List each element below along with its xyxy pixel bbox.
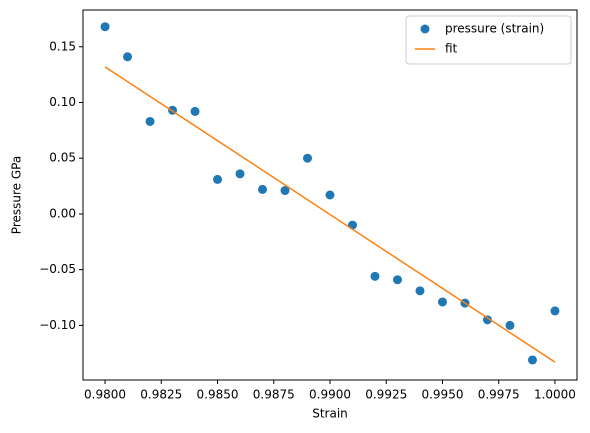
x-tick-label: 1.0000: [534, 388, 576, 402]
scatter-point: [100, 22, 110, 32]
scatter-point: [258, 184, 268, 194]
scatter-point: [370, 271, 380, 281]
scatter-point: [347, 220, 357, 230]
y-axis-label: Pressure GPa: [10, 156, 24, 234]
scatter-point: [437, 297, 447, 307]
x-tick-label: 0.9875: [253, 388, 295, 402]
scatter-point: [505, 320, 515, 330]
legend-box: [405, 15, 572, 65]
legend-marker: [420, 24, 430, 34]
scatter-point: [550, 306, 560, 316]
x-tick-label: 0.9900: [309, 388, 351, 402]
y-tick-label: 0.00: [49, 206, 76, 220]
y-tick-label: 0.15: [49, 39, 76, 53]
x-tick-label: 0.9800: [84, 388, 126, 402]
scatter-point: [527, 355, 537, 365]
x-tick-label: 0.9850: [197, 388, 239, 402]
scatter-point: [482, 315, 492, 325]
scatter-point: [303, 153, 313, 163]
y-tick-label: 0.10: [49, 95, 76, 109]
scatter-point: [145, 116, 155, 126]
x-tick-label: 0.9825: [140, 388, 182, 402]
fit-line: [104, 66, 556, 363]
x-axis-label: Strain: [312, 407, 348, 421]
x-tick-label: 0.9975: [478, 388, 520, 402]
x-tick-label: 0.9925: [365, 388, 407, 402]
scatter-point: [123, 52, 133, 62]
scatter-point: [325, 190, 335, 200]
y-tick-label: −0.10: [39, 318, 76, 332]
scatter-point: [235, 169, 245, 179]
scatter-point: [280, 186, 290, 196]
scatter-point: [190, 106, 200, 116]
y-tick-label: 0.05: [49, 151, 76, 165]
legend-label: pressure (strain): [445, 22, 544, 36]
legend-label: fit: [445, 42, 458, 56]
scatter-point: [213, 174, 223, 184]
scatter-point: [392, 275, 402, 285]
scatter-point: [415, 286, 425, 296]
x-tick-label: 0.9950: [421, 388, 463, 402]
y-tick-label: −0.05: [39, 262, 76, 276]
